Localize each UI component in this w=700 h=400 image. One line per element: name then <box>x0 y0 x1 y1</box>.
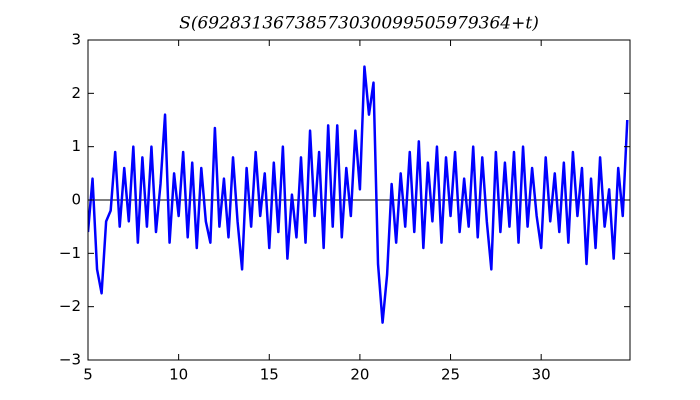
x-tick-label: 10 <box>169 366 188 384</box>
y-tick-label: 2 <box>71 84 81 102</box>
x-tick-label: 20 <box>350 366 369 384</box>
y-tick-label: 1 <box>71 137 81 155</box>
chart-title: S(69283136738573030099505979364+t) <box>179 14 539 34</box>
x-tick-label: 5 <box>83 366 93 384</box>
y-tick-label: 3 <box>71 31 81 49</box>
y-tick-label: 0 <box>71 191 81 209</box>
x-tick-label: 25 <box>441 366 460 384</box>
y-tick-label: −3 <box>59 351 81 369</box>
x-tick-label: 30 <box>532 366 551 384</box>
x-tick-label: 15 <box>260 366 279 384</box>
y-tick-label: −2 <box>59 297 81 315</box>
data-line <box>88 65 629 324</box>
y-tick-label: −1 <box>59 244 81 262</box>
